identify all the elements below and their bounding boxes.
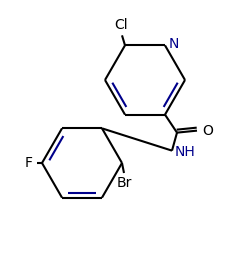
Text: NH: NH <box>175 145 196 159</box>
Text: O: O <box>202 124 213 138</box>
Text: Cl: Cl <box>114 18 128 32</box>
Text: N: N <box>169 37 179 51</box>
Text: F: F <box>25 156 33 170</box>
Text: Br: Br <box>116 176 132 190</box>
